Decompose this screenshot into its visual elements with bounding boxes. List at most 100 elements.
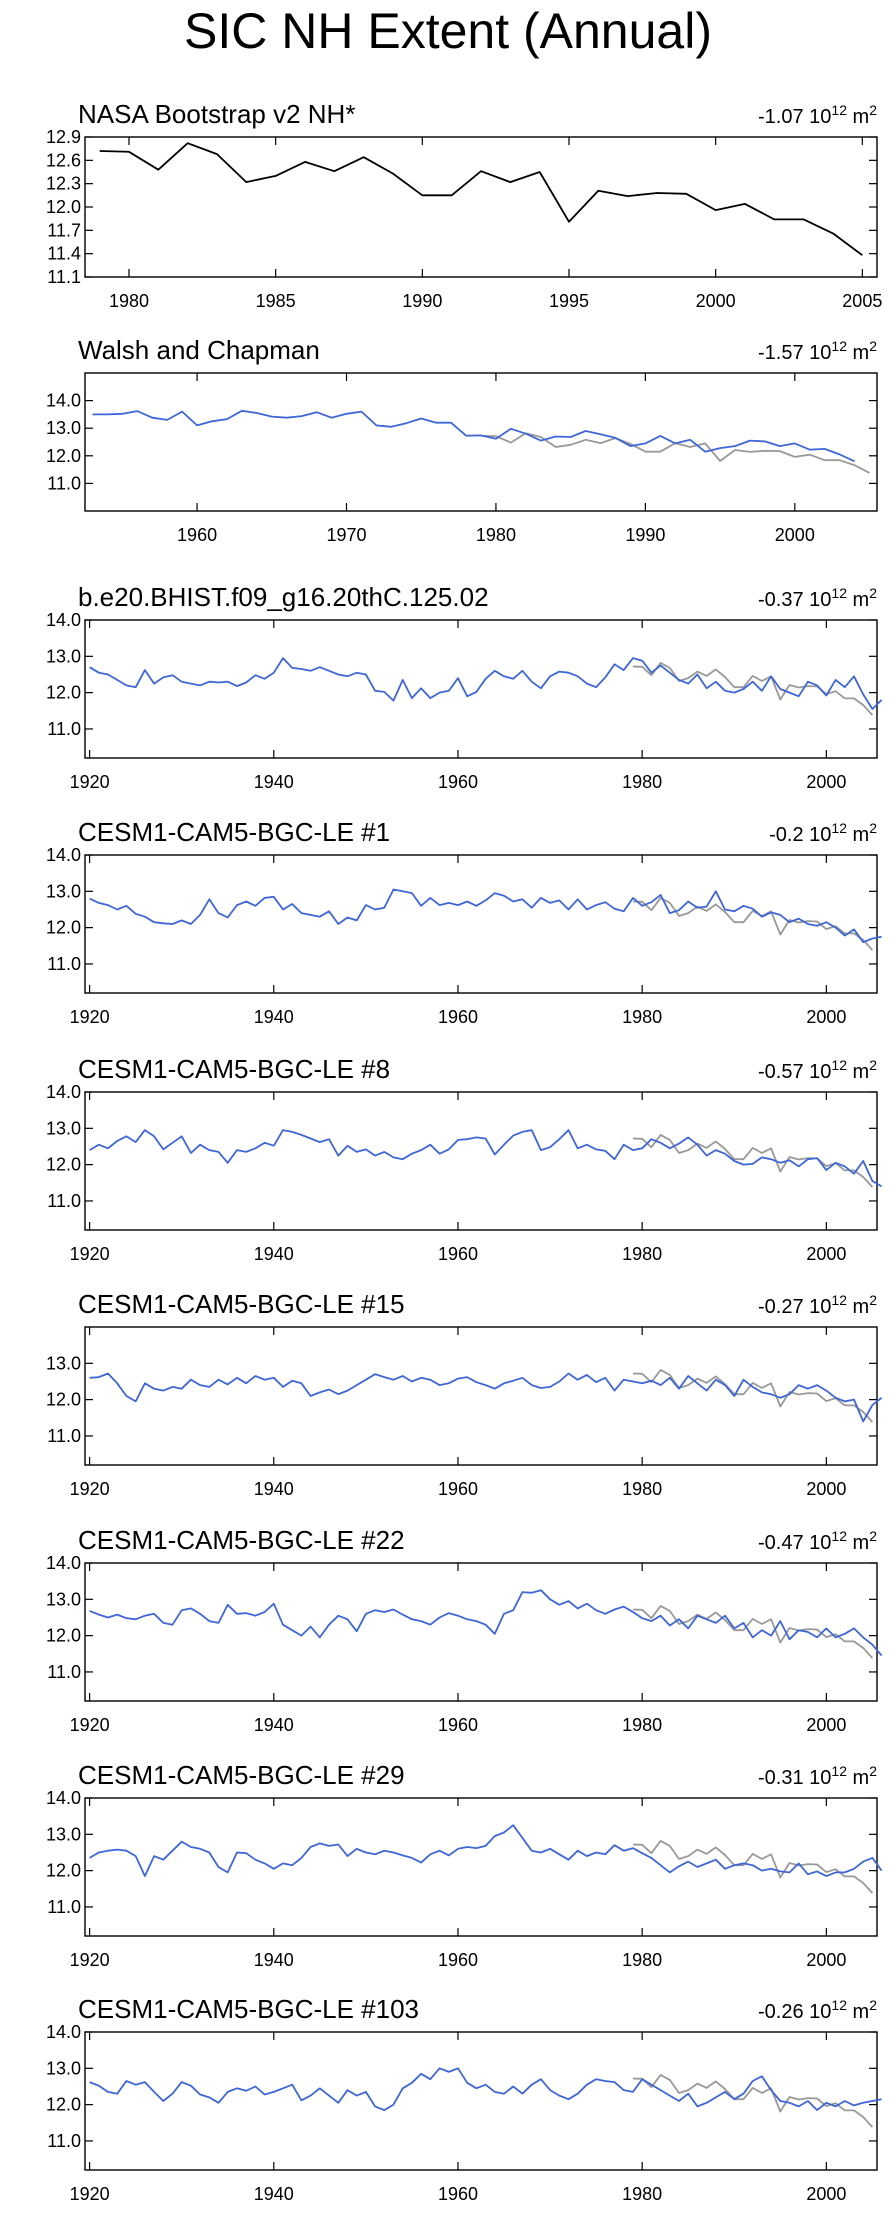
series-line-model — [89, 1372, 883, 1423]
x-tick-label: 2000 — [806, 1244, 846, 1264]
series-line-model — [89, 1129, 883, 1188]
y-tick-label: 13.0 — [46, 1589, 81, 1609]
x-tick-label: 1920 — [70, 2184, 110, 2204]
x-tick-label: 1980 — [109, 291, 149, 311]
x-tick-label: 2000 — [806, 1715, 846, 1735]
panel-title: CESM1-CAM5-BGC-LE #22 — [78, 1525, 405, 1555]
x-tick-label: 1980 — [476, 525, 516, 545]
series-line-observed — [99, 142, 863, 256]
x-tick-label: 1980 — [622, 1007, 662, 1027]
trend-label: -0.57 1012 m2 — [758, 1057, 877, 1083]
panel-title: Walsh and Chapman — [78, 335, 320, 365]
y-tick-label: 14.0 — [46, 391, 81, 411]
x-tick-label: 1920 — [70, 1950, 110, 1970]
panel-6: CESM1-CAM5-BGC-LE #15 -0.27 1012 m2 11.0 12… — [46, 1289, 883, 1499]
trend-label: -1.07 1012 m2 — [758, 102, 877, 128]
series-line-reference — [632, 1605, 874, 1659]
figure-title: SIC NH Extent (Annual) — [184, 3, 712, 59]
trend-label: -0.31 1012 m2 — [758, 1763, 877, 1789]
y-tick-label: 13.0 — [46, 646, 81, 666]
x-tick-label: 1980 — [622, 1715, 662, 1735]
x-tick-label: 1920 — [70, 1715, 110, 1735]
x-tick-label: 1980 — [622, 1244, 662, 1264]
x-tick-label: 1980 — [622, 1479, 662, 1499]
y-tick-label: 13.0 — [46, 1118, 81, 1138]
x-tick-label: 1990 — [625, 525, 665, 545]
x-tick-label: 1940 — [254, 2184, 294, 2204]
y-tick-label: 13.0 — [46, 881, 81, 901]
x-tick-label: 1920 — [70, 1244, 110, 1264]
x-tick-label: 2005 — [842, 291, 882, 311]
y-tick-label: 11.0 — [47, 719, 81, 739]
x-tick-label: 2000 — [696, 291, 736, 311]
plot-frame — [84, 2031, 878, 2171]
panel-8: CESM1-CAM5-BGC-LE #29 -0.31 1012 m2 11.0 12… — [46, 1760, 883, 1970]
panel-title: CESM1-CAM5-BGC-LE #8 — [78, 1054, 390, 1084]
plot-frame — [84, 1326, 878, 1466]
panel-title: CESM1-CAM5-BGC-LE #15 — [78, 1289, 405, 1319]
x-tick-label: 1960 — [438, 1007, 478, 1027]
panel-title: b.e20.BHIST.f09_g16.20thC.125.02 — [78, 582, 489, 612]
y-tick-label: 12.0 — [46, 197, 81, 217]
y-tick-label: 12.6 — [46, 150, 81, 170]
x-tick-label: 1990 — [402, 291, 442, 311]
trend-label: -0.2 1012 m2 — [769, 820, 877, 846]
x-tick-label: 1985 — [256, 291, 296, 311]
panel-4: CESM1-CAM5-BGC-LE #1 -0.2 1012 m2 11.0 12.0… — [46, 817, 882, 1027]
x-tick-label: 1940 — [254, 1479, 294, 1499]
trend-label: -0.47 1012 m2 — [758, 1528, 877, 1554]
x-tick-label: 1940 — [254, 772, 294, 792]
x-tick-label: 1920 — [70, 1479, 110, 1499]
series-line-reference — [632, 2073, 874, 2128]
x-tick-label: 2000 — [775, 525, 815, 545]
x-tick-label: 1980 — [622, 772, 662, 792]
x-tick-label: 1960 — [438, 2184, 478, 2204]
panel-title: NASA Bootstrap v2 NH* — [78, 99, 355, 129]
x-tick-label: 1920 — [70, 1007, 110, 1027]
panel-2: Walsh and Chapman -1.57 1012 m2 11.0 12.0 13… — [46, 335, 878, 545]
plot-frame — [84, 372, 878, 512]
trend-label: -1.57 1012 m2 — [758, 338, 877, 364]
y-tick-label: 13.0 — [46, 418, 81, 438]
y-tick-label: 11.0 — [47, 954, 81, 974]
y-tick-label: 11.0 — [47, 1426, 81, 1446]
x-tick-label: 1940 — [254, 1715, 294, 1735]
y-tick-label: 14.0 — [46, 610, 81, 630]
y-tick-label: 11.0 — [47, 2131, 81, 2151]
series-line-reference — [632, 662, 874, 716]
series-line-reference — [632, 1840, 874, 1894]
panel-9: CESM1-CAM5-BGC-LE #103 -0.26 1012 m2 11.0 1… — [46, 1994, 882, 2204]
y-tick-label: 14.0 — [46, 1553, 81, 1573]
trend-label: -0.37 1012 m2 — [758, 585, 877, 611]
y-tick-label: 11.0 — [47, 473, 81, 493]
y-tick-label: 12.0 — [46, 446, 81, 466]
series-line-model — [89, 1589, 883, 1657]
y-tick-label: 13.0 — [46, 2058, 81, 2078]
x-tick-label: 1995 — [549, 291, 589, 311]
x-tick-label: 1980 — [622, 1950, 662, 1970]
y-tick-label: 12.3 — [46, 174, 81, 194]
y-tick-label: 11.0 — [47, 1662, 81, 1682]
x-tick-label: 1940 — [254, 1950, 294, 1970]
plot-frame — [84, 854, 878, 994]
y-tick-label: 11.4 — [47, 244, 81, 264]
y-tick-label: 12.0 — [46, 1626, 81, 1646]
panel-7: CESM1-CAM5-BGC-LE #22 -0.47 1012 m2 11.0 12… — [46, 1525, 883, 1735]
y-tick-label: 13.0 — [46, 1353, 81, 1373]
y-tick-label: 12.0 — [46, 918, 81, 938]
y-tick-label: 12.0 — [46, 1155, 81, 1175]
panel-title: CESM1-CAM5-BGC-LE #103 — [78, 1994, 419, 2024]
x-tick-label: 1970 — [326, 525, 366, 545]
x-tick-label: 1960 — [438, 1950, 478, 1970]
series-line-reference — [632, 1369, 874, 1423]
y-tick-label: 12.0 — [46, 1390, 81, 1410]
y-tick-label: 14.0 — [46, 1788, 81, 1808]
y-tick-label: 11.7 — [47, 220, 81, 240]
panel-title: CESM1-CAM5-BGC-LE #29 — [78, 1760, 405, 1790]
y-tick-label: 14.0 — [46, 1082, 81, 1102]
series-line-reference — [632, 1134, 874, 1188]
y-tick-label: 14.0 — [46, 845, 81, 865]
x-tick-label: 1960 — [438, 772, 478, 792]
